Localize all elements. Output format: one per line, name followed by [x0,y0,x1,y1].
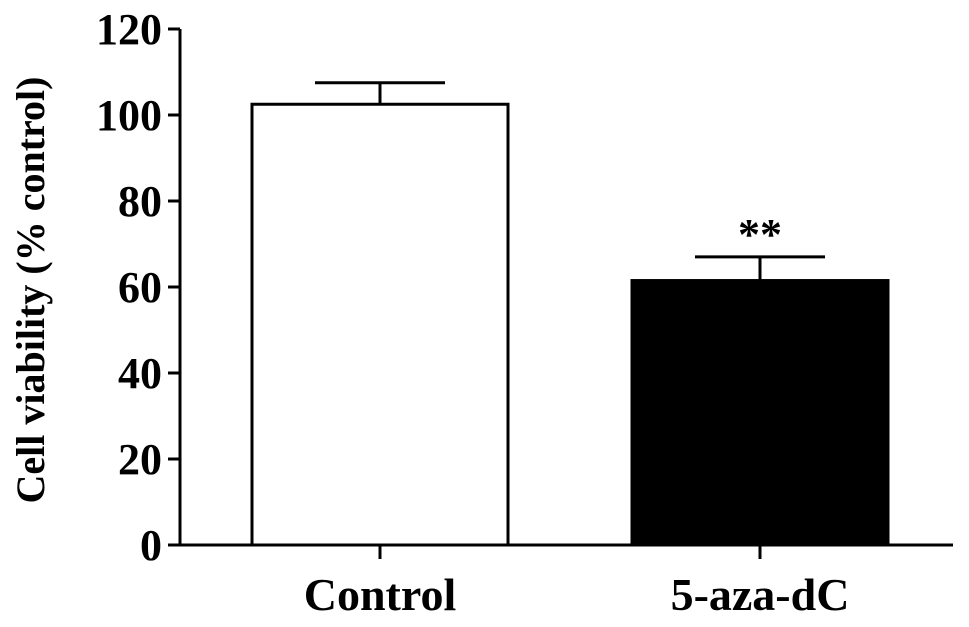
bar-group: ** [630,210,890,547]
bars: ** [250,81,890,547]
y-tick-label: 40 [118,349,162,398]
x-tick-label: Control [304,569,457,620]
y-tick-label: 20 [118,435,162,484]
x-axis: Control 5-aza-dC [180,543,953,620]
bar [250,102,510,547]
y-tick-label: 100 [96,91,162,140]
x-tick-label: 5-aza-dC [671,569,850,620]
bar [630,279,890,547]
y-tick-label: 60 [118,263,162,312]
significance-annotation: ** [738,210,782,259]
bar-group [250,81,510,547]
y-axis: 0 20 40 60 80 100 120 [96,5,182,570]
y-tick-label: 120 [96,5,162,54]
y-tick-label: 80 [118,177,162,226]
y-tick-label: 0 [140,521,162,570]
y-axis-title: Cell viability (% control) [8,77,53,504]
